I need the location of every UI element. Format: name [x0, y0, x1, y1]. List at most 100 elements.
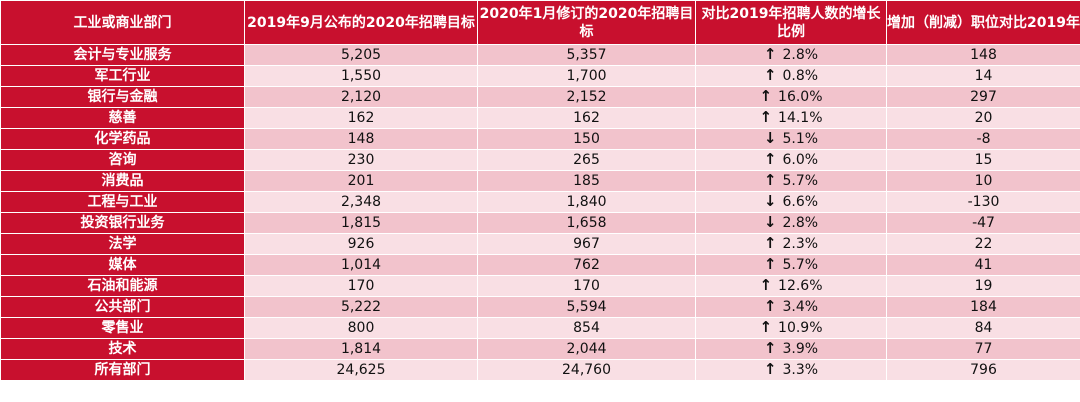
sep2019-target-cell: 5,205: [244, 44, 478, 66]
arrow-up-icon: ↑: [763, 66, 777, 85]
growth-rate-cell: ↑ 3.3%: [695, 359, 887, 381]
jan2020-target-cell: 2,044: [477, 338, 696, 360]
growth-rate-value: 16.0%: [778, 89, 823, 105]
jan2020-target-cell: 1,700: [477, 65, 696, 87]
growth-rate-cell: ↑ 2.3%: [695, 233, 887, 255]
growth-rate-value: 3.3%: [782, 362, 819, 378]
jan2020-target-cell: 5,594: [477, 296, 696, 318]
jan2020-target-cell: 854: [477, 317, 696, 339]
sep2019-target-cell: 926: [244, 233, 478, 255]
sector-cell: 零售业: [0, 317, 245, 339]
jan2020-target-cell: 1,840: [477, 191, 696, 213]
growth-rate-cell: ↑ 12.6%: [695, 275, 887, 297]
growth-rate-value: 0.8%: [782, 68, 819, 84]
sep2019-target-cell: 1,815: [244, 212, 478, 234]
header-job-change: 增加（削减）职位对比2019年: [886, 0, 1080, 45]
sep2019-target-cell: 1,014: [244, 254, 478, 276]
growth-rate-cell: ↑ 6.0%: [695, 149, 887, 171]
growth-rate-cell: ↓ 2.8%: [695, 212, 887, 234]
sector-cell: 所有部门: [0, 359, 245, 381]
table-row: 消费品 201 185 ↑ 5.7% 10: [0, 170, 1080, 192]
growth-rate-cell: ↑ 5.7%: [695, 254, 887, 276]
arrow-up-icon: ↑: [763, 150, 777, 169]
jan2020-target-cell: 150: [477, 128, 696, 150]
growth-rate-value: 5.1%: [782, 131, 819, 147]
growth-rate-value: 12.6%: [778, 278, 823, 294]
sector-cell: 军工行业: [0, 65, 245, 87]
growth-rate-value: 6.0%: [782, 152, 819, 168]
table-row: 所有部门 24,625 24,760 ↑ 3.3% 796: [0, 359, 1080, 381]
table-row: 化学药品 148 150 ↓ 5.1% -8: [0, 128, 1080, 150]
arrow-up-icon: ↑: [763, 339, 777, 358]
table-body: 会计与专业服务 5,205 5,357 ↑ 2.8% 148 军工行业 1,550 1,700 ↑…: [0, 44, 1080, 381]
sector-cell: 化学药品: [0, 128, 245, 150]
header-row: 工业或商业部门 2019年9月公布的2020年招聘目标 2020年1月修订的20…: [0, 0, 1080, 45]
growth-rate-value: 5.7%: [782, 173, 819, 189]
growth-rate-cell: ↑ 14.1%: [695, 107, 887, 129]
recruitment-table: 工业或商业部门 2019年9月公布的2020年招聘目标 2020年1月修订的20…: [0, 0, 1080, 381]
sector-cell: 公共部门: [0, 296, 245, 318]
job-change-cell: 10: [886, 170, 1080, 192]
growth-rate-value: 2.8%: [782, 215, 819, 231]
arrow-down-icon: ↓: [763, 213, 777, 232]
sep2019-target-cell: 24,625: [244, 359, 478, 381]
sep2019-target-cell: 800: [244, 317, 478, 339]
table-row: 银行与金融 2,120 2,152 ↑ 16.0% 297: [0, 86, 1080, 108]
job-change-cell: 22: [886, 233, 1080, 255]
sector-cell: 法学: [0, 233, 245, 255]
job-change-cell: 20: [886, 107, 1080, 129]
arrow-up-icon: ↑: [763, 297, 777, 316]
sector-cell: 会计与专业服务: [0, 44, 245, 66]
growth-rate-cell: ↑ 16.0%: [695, 86, 887, 108]
table-row: 法学 926 967 ↑ 2.3% 22: [0, 233, 1080, 255]
sep2019-target-cell: 170: [244, 275, 478, 297]
table-row: 慈善 162 162 ↑ 14.1% 20: [0, 107, 1080, 129]
job-change-cell: -130: [886, 191, 1080, 213]
sep2019-target-cell: 1,814: [244, 338, 478, 360]
arrow-up-icon: ↑: [763, 171, 777, 190]
sep2019-target-cell: 5,222: [244, 296, 478, 318]
sep2019-target-cell: 230: [244, 149, 478, 171]
job-change-cell: -8: [886, 128, 1080, 150]
jan2020-target-cell: 5,357: [477, 44, 696, 66]
table-row: 零售业 800 854 ↑ 10.9% 84: [0, 317, 1080, 339]
arrow-up-icon: ↑: [763, 45, 777, 64]
table-row: 媒体 1,014 762 ↑ 5.7% 41: [0, 254, 1080, 276]
growth-rate-cell: ↓ 6.6%: [695, 191, 887, 213]
growth-rate-cell: ↑ 3.9%: [695, 338, 887, 360]
sep2019-target-cell: 2,348: [244, 191, 478, 213]
sep2019-target-cell: 162: [244, 107, 478, 129]
growth-rate-cell: ↑ 0.8%: [695, 65, 887, 87]
jan2020-target-cell: 967: [477, 233, 696, 255]
jan2020-target-cell: 1,658: [477, 212, 696, 234]
sector-cell: 工程与工业: [0, 191, 245, 213]
header-sector: 工业或商业部门: [0, 0, 245, 45]
job-change-cell: 77: [886, 338, 1080, 360]
arrow-up-icon: ↑: [759, 87, 773, 106]
table-row: 石油和能源 170 170 ↑ 12.6% 19: [0, 275, 1080, 297]
job-change-cell: 15: [886, 149, 1080, 171]
job-change-cell: 796: [886, 359, 1080, 381]
table-row: 军工行业 1,550 1,700 ↑ 0.8% 14: [0, 65, 1080, 87]
table-row: 工程与工业 2,348 1,840 ↓ 6.6% -130: [0, 191, 1080, 213]
growth-rate-cell: ↑ 5.7%: [695, 170, 887, 192]
sector-cell: 慈善: [0, 107, 245, 129]
job-change-cell: 19: [886, 275, 1080, 297]
sep2019-target-cell: 2,120: [244, 86, 478, 108]
header-jan2020-target: 2020年1月修订的2020年招聘目标: [477, 0, 696, 45]
job-change-cell: 41: [886, 254, 1080, 276]
arrow-down-icon: ↓: [763, 192, 777, 211]
sector-cell: 石油和能源: [0, 275, 245, 297]
arrow-up-icon: ↑: [759, 108, 773, 127]
growth-rate-value: 3.9%: [782, 341, 819, 357]
growth-rate-cell: ↑ 10.9%: [695, 317, 887, 339]
sep2019-target-cell: 201: [244, 170, 478, 192]
jan2020-target-cell: 2,152: [477, 86, 696, 108]
jan2020-target-cell: 162: [477, 107, 696, 129]
table-row: 投资银行业务 1,815 1,658 ↓ 2.8% -47: [0, 212, 1080, 234]
table-row: 公共部门 5,222 5,594 ↑ 3.4% 184: [0, 296, 1080, 318]
growth-rate-value: 6.6%: [782, 194, 819, 210]
arrow-up-icon: ↑: [759, 318, 773, 337]
table-row: 会计与专业服务 5,205 5,357 ↑ 2.8% 148: [0, 44, 1080, 66]
table-row: 技术 1,814 2,044 ↑ 3.9% 77: [0, 338, 1080, 360]
